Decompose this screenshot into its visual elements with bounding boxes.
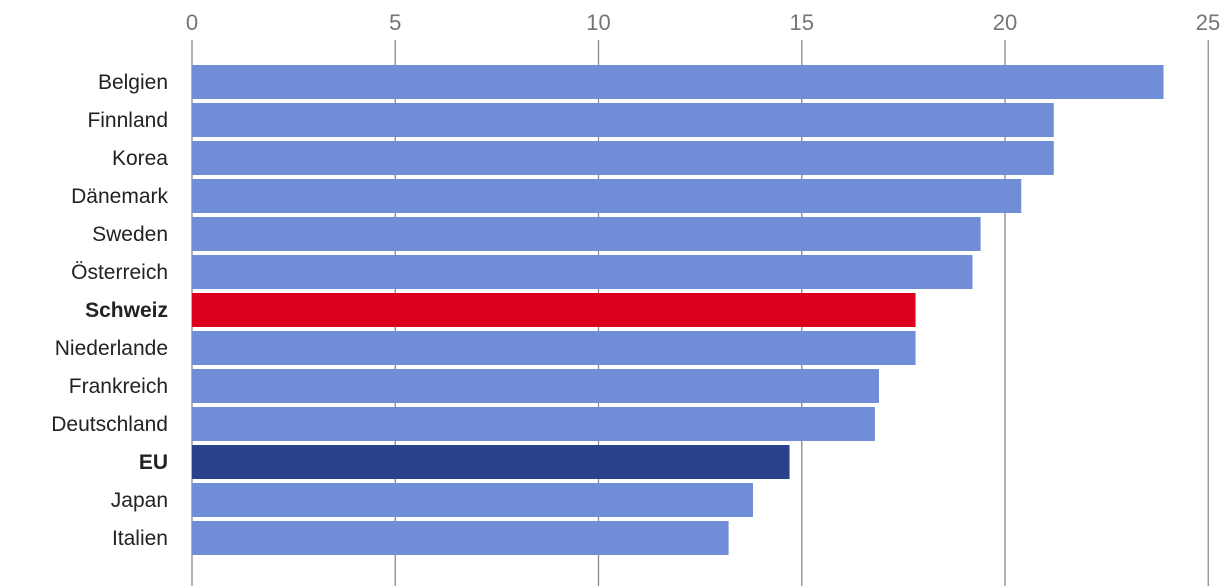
x-tick-label: 15 bbox=[790, 10, 814, 35]
bar-österreich bbox=[192, 255, 973, 289]
bar-frankreich bbox=[192, 369, 879, 403]
category-label: Italien bbox=[112, 527, 168, 550]
bar-schweiz bbox=[192, 293, 916, 327]
category-label: Japan bbox=[111, 489, 168, 512]
category-label: Belgien bbox=[98, 71, 168, 94]
category-label: Deutschland bbox=[51, 413, 168, 436]
category-label: Frankreich bbox=[69, 375, 168, 398]
category-label: Österreich bbox=[71, 261, 168, 284]
x-tick-label: 25 bbox=[1196, 10, 1220, 35]
bar-deutschland bbox=[192, 407, 875, 441]
x-tick-label: 10 bbox=[586, 10, 610, 35]
bar-korea bbox=[192, 141, 1054, 175]
category-label: EU bbox=[139, 451, 168, 474]
bar-italien bbox=[192, 521, 729, 555]
x-tick-label: 0 bbox=[186, 10, 198, 35]
bars bbox=[192, 65, 1164, 555]
bar-niederlande bbox=[192, 331, 916, 365]
x-axis-ticks: 0 5 10 15 20 25 bbox=[186, 10, 1220, 35]
x-tick-label: 20 bbox=[993, 10, 1017, 35]
category-label: Dänemark bbox=[71, 185, 168, 208]
category-label: Korea bbox=[112, 147, 168, 170]
bar-japan bbox=[192, 483, 753, 517]
bar-dänemark bbox=[192, 179, 1022, 213]
category-label: Finnland bbox=[87, 109, 168, 132]
x-tick-label: 5 bbox=[389, 10, 401, 35]
category-labels: Belgien Finnland Korea Dänemark Sweden Österr… bbox=[51, 71, 168, 550]
bar-sweden bbox=[192, 217, 981, 251]
bar-finnland bbox=[192, 103, 1054, 137]
bar-belgien bbox=[192, 65, 1164, 99]
category-label: Niederlande bbox=[55, 337, 168, 360]
category-label: Sweden bbox=[92, 223, 168, 246]
category-label: Schweiz bbox=[85, 299, 168, 322]
bar-eu bbox=[192, 445, 790, 479]
